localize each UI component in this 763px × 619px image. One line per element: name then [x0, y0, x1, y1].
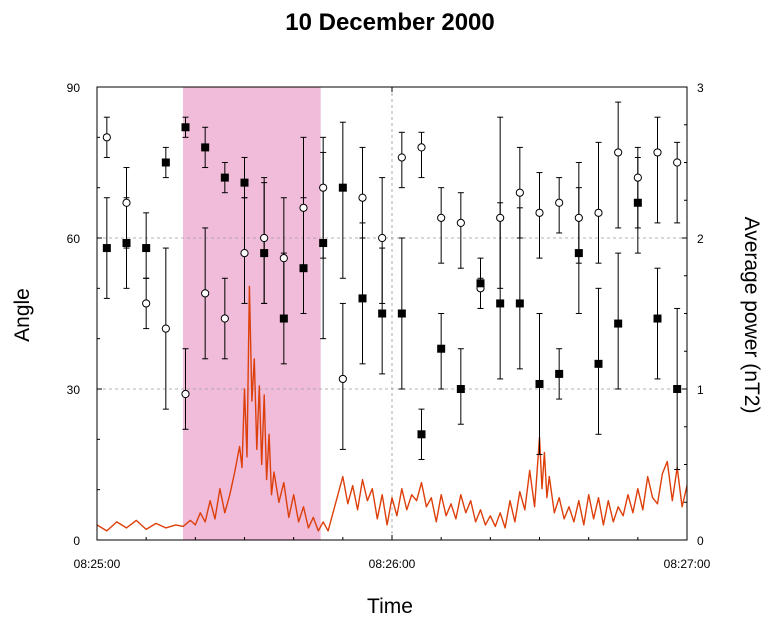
data-point-open-circle	[338, 374, 347, 384]
data-point-open-circle	[378, 233, 387, 243]
left-y-tick-label: 30	[67, 383, 81, 397]
data-point-filled-square	[142, 244, 151, 253]
data-point-filled-square	[102, 244, 111, 253]
data-point-open-circle	[496, 213, 505, 222]
data-point-filled-square	[673, 385, 682, 393]
data-point-open-circle	[397, 153, 406, 162]
data-point-filled-square	[535, 379, 544, 388]
data-point-open-circle	[515, 188, 524, 197]
data-point-filled-square	[653, 314, 662, 323]
left-y-tick-label: 60	[67, 232, 81, 246]
data-point-filled-square	[574, 249, 583, 258]
right-y-tick-label: 0	[697, 534, 704, 548]
data-point-open-circle	[220, 314, 229, 323]
data-point-filled-square	[633, 198, 642, 207]
data-point-open-circle	[279, 254, 288, 263]
average-power-line	[96, 285, 688, 532]
data-point-filled-square	[122, 239, 131, 248]
data-point-open-circle	[535, 208, 544, 217]
data-point-open-circle	[555, 198, 564, 207]
data-point-filled-square	[456, 385, 465, 393]
data-point-open-circle	[358, 193, 367, 202]
data-point-filled-square	[240, 178, 249, 187]
data-point-filled-square	[594, 359, 603, 368]
data-point-open-circle	[181, 389, 190, 399]
data-point-open-circle	[142, 299, 151, 308]
data-point-filled-square	[319, 239, 328, 248]
data-point-open-circle	[319, 183, 328, 192]
data-point-filled-square	[614, 319, 623, 328]
data-point-open-circle	[653, 148, 662, 157]
right-y-tick-label: 2	[697, 232, 704, 246]
data-point-open-circle	[102, 133, 111, 142]
data-point-open-circle	[201, 289, 210, 298]
data-point-filled-square	[181, 123, 190, 132]
data-point-filled-square	[515, 299, 524, 308]
data-point-open-circle	[633, 173, 642, 182]
plot-area: 08:25:00 08:26:00 08:27:00 0 30 60 90 0 1 2 3	[67, 81, 711, 571]
data-point-filled-square	[338, 183, 347, 192]
data-point-open-circle	[260, 233, 269, 243]
data-point-filled-square	[437, 344, 446, 353]
shaded-interval	[183, 87, 321, 540]
data-point-open-circle	[673, 158, 682, 167]
data-point-filled-square	[260, 249, 269, 258]
data-point-filled-square	[378, 309, 387, 318]
left-y-tick-label: 90	[67, 81, 81, 95]
right-y-tick-label: 1	[697, 383, 704, 397]
data-point-filled-square	[417, 430, 426, 439]
data-point-filled-square	[496, 299, 505, 308]
data-point-filled-square	[220, 173, 229, 182]
left-y-axis-label: Angle	[11, 288, 34, 342]
data-point-open-circle	[299, 203, 308, 212]
data-point-filled-square	[555, 369, 564, 378]
x-tick-label: 08:25:00	[74, 557, 121, 571]
data-point-filled-square	[476, 279, 485, 288]
right-y-axis-label-text: Average power (nT2)	[740, 217, 763, 414]
data-point-open-circle	[456, 218, 465, 227]
data-point-filled-square	[358, 294, 367, 303]
data-point-open-circle	[614, 148, 623, 157]
right-y-tick-label: 3	[697, 81, 704, 95]
data-point-open-circle	[240, 249, 249, 258]
data-point-open-circle	[574, 213, 583, 222]
data-point-open-circle	[417, 143, 426, 152]
data-point-open-circle	[161, 324, 170, 333]
left-y-tick-label: 0	[73, 534, 80, 548]
right-y-axis-label: Average power (nT2)	[740, 217, 763, 414]
x-tick-label: 08:26:00	[369, 557, 416, 571]
data-point-filled-square	[201, 143, 210, 152]
data-point-open-circle	[437, 213, 446, 222]
x-tick-label: 08:27:00	[664, 557, 711, 571]
data-point-filled-square	[397, 309, 406, 318]
data-point-filled-square	[299, 264, 308, 273]
data-point-open-circle	[122, 198, 131, 207]
chart-title: 10 December 2000	[285, 9, 494, 36]
x-axis-label: Time	[367, 595, 413, 618]
data-point-filled-square	[161, 158, 170, 167]
data-point-filled-square	[279, 314, 288, 323]
data-point-open-circle	[594, 208, 603, 217]
